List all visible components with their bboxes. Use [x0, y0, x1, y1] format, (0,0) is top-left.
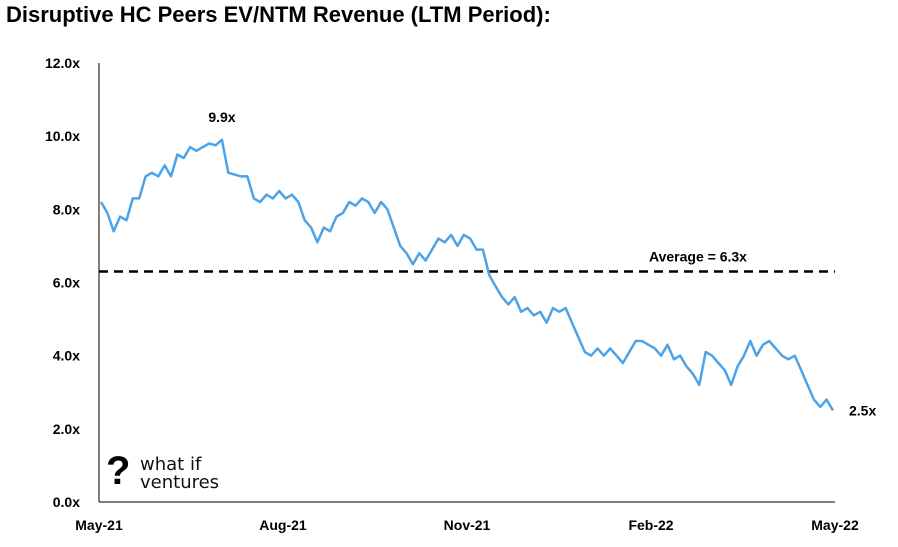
- x-tick-label: Aug-21: [259, 517, 307, 533]
- logo-line-2: ventures: [140, 472, 220, 493]
- logo-wordmark: what if ventures: [140, 456, 219, 492]
- what-if-ventures-logo: ? what if ventures: [106, 449, 246, 498]
- question-mark-icon: ?: [106, 449, 131, 493]
- x-tick-label: Feb-22: [628, 517, 673, 533]
- last-value-label: 2.5x: [849, 403, 876, 419]
- average-label: Average = 6.3x: [649, 249, 747, 265]
- x-tick-label: Nov-21: [444, 517, 491, 533]
- annotations: 9.9x 2.5x Average = 6.3x: [208, 109, 876, 419]
- series-line: [99, 138, 835, 412]
- chart-title: Disruptive HC Peers EV/NTM Revenue (LTM …: [6, 2, 551, 27]
- x-tick-labels: May-21 Aug-21 Nov-21 Feb-22 May-22: [75, 517, 859, 533]
- chart-axes: [98, 63, 835, 503]
- x-tick-label: May-22: [811, 517, 859, 533]
- y-tick-label: 0.0x: [53, 494, 80, 510]
- y-tick-labels: 0.0x 2.0x 4.0x 6.0x 8.0x 10.0x 12.0x: [45, 55, 80, 510]
- series-group: [99, 138, 835, 412]
- y-tick-label: 2.0x: [53, 421, 80, 437]
- y-tick-label: 6.0x: [53, 275, 80, 291]
- y-tick-label: 10.0x: [45, 128, 80, 144]
- x-tick-label: May-21: [75, 517, 123, 533]
- logo-line-1: what if: [140, 454, 202, 475]
- peak-label: 9.9x: [208, 109, 235, 125]
- y-tick-label: 12.0x: [45, 55, 80, 71]
- y-tick-label: 8.0x: [53, 201, 80, 217]
- y-tick-label: 4.0x: [53, 348, 80, 364]
